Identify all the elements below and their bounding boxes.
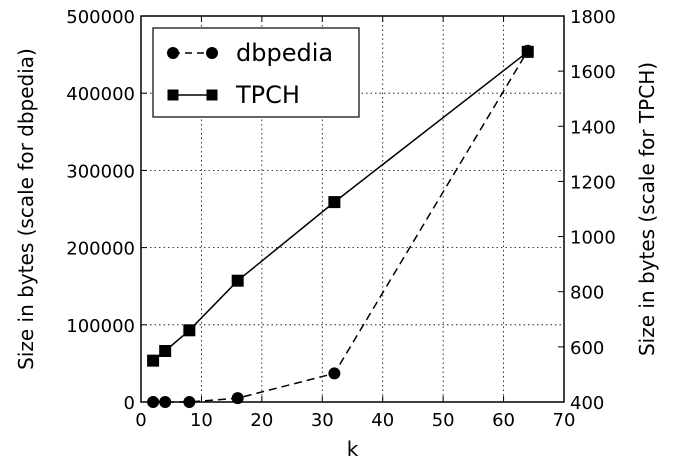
legend: dbpedia TPCH bbox=[152, 27, 360, 118]
legend-marker-dbpedia bbox=[206, 47, 218, 59]
y2-tick-label: 400 bbox=[570, 393, 604, 414]
y2-tick-label: 600 bbox=[570, 338, 604, 359]
y2-tick-label: 1200 bbox=[570, 172, 616, 193]
y2-tick-label: 1400 bbox=[570, 117, 616, 138]
y-tick-label: 0 bbox=[124, 393, 135, 414]
legend-label-dbpedia: dbpedia bbox=[236, 39, 333, 67]
data-point-dbpedia bbox=[231, 392, 244, 405]
legend-entry-tpch: TPCH bbox=[167, 81, 300, 109]
series-line-dbpedia bbox=[153, 50, 529, 403]
x-tick-label: 30 bbox=[311, 410, 334, 431]
x-tick-label: 0 bbox=[135, 410, 146, 431]
legend-entry-dbpedia: dbpedia bbox=[167, 39, 333, 67]
y2-axis-title: Size in bytes (scale for TPCH) bbox=[635, 62, 659, 356]
x-tick-label: 40 bbox=[371, 410, 394, 431]
y-tick-label: 200000 bbox=[66, 239, 135, 260]
data-point-dbpedia bbox=[328, 367, 341, 380]
legend-box bbox=[152, 27, 360, 118]
data-point-tpch bbox=[328, 196, 341, 209]
y-tick-label: 100000 bbox=[66, 316, 135, 337]
data-point-tpch bbox=[231, 274, 244, 287]
data-point-tpch bbox=[183, 324, 196, 337]
data-point-tpch bbox=[521, 45, 534, 58]
legend-marker-tpch bbox=[167, 89, 179, 101]
data-point-tpch bbox=[159, 344, 172, 357]
y2-tick-label: 1800 bbox=[570, 7, 616, 28]
data-point-tpch bbox=[147, 354, 160, 367]
y-tick-label: 300000 bbox=[66, 161, 135, 182]
x-tick-label: 20 bbox=[250, 410, 273, 431]
y2-tick-label: 1600 bbox=[570, 62, 616, 83]
legend-marker-dbpedia bbox=[167, 47, 179, 59]
legend-marker-tpch bbox=[206, 89, 218, 101]
y-tick-label: 500000 bbox=[66, 7, 135, 28]
x-axis-title: k bbox=[347, 437, 359, 461]
ticks: 0 10 20 30 40 50 60 70 0 100000 200000 300000 400000… bbox=[66, 7, 616, 431]
x-tick-label: 10 bbox=[190, 410, 213, 431]
x-tick-label: 50 bbox=[432, 410, 455, 431]
legend-label-tpch: TPCH bbox=[235, 81, 300, 109]
y-tick-label: 400000 bbox=[66, 84, 135, 105]
y-axis-title: Size in bytes (scale for dbpedia) bbox=[14, 48, 38, 370]
y2-tick-label: 800 bbox=[570, 283, 604, 304]
x-tick-label: 70 bbox=[553, 410, 576, 431]
y2-tick-label: 1000 bbox=[570, 228, 616, 249]
x-tick-label: 60 bbox=[492, 410, 515, 431]
plot-frame bbox=[140, 15, 565, 403]
